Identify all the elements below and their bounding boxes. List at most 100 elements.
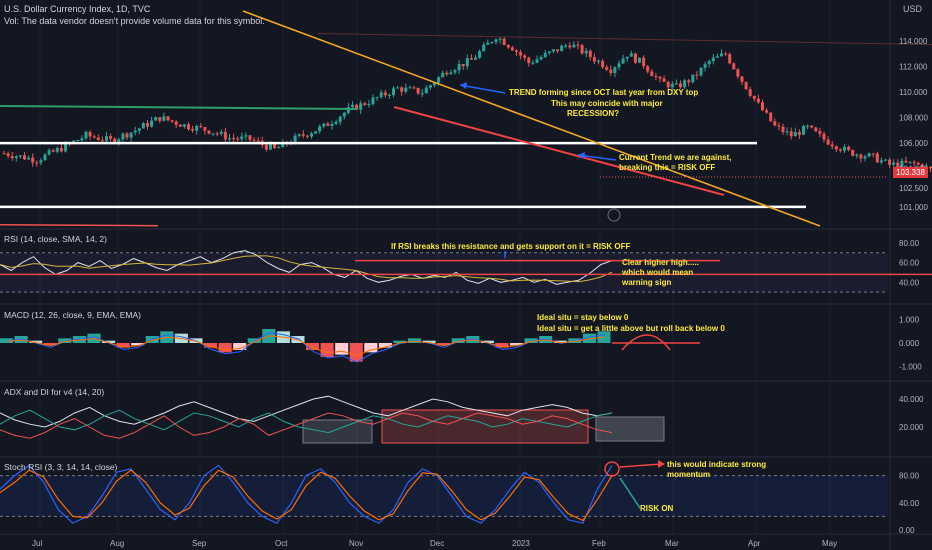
macd-histogram-bar xyxy=(131,343,145,346)
price-candle xyxy=(871,153,875,155)
macd-signal-line xyxy=(7,335,605,356)
macd-histogram-bar xyxy=(393,340,407,343)
price-candle xyxy=(486,42,490,45)
price-candle xyxy=(756,98,760,103)
price-candle xyxy=(182,124,186,127)
macd-histogram-bar xyxy=(349,343,363,362)
price-candle xyxy=(584,50,588,54)
annotation-recession-2: RECESSION? xyxy=(567,109,619,118)
price-candle xyxy=(609,69,613,73)
price-candle xyxy=(2,153,6,155)
price-candle xyxy=(732,63,736,70)
price-candle xyxy=(728,54,732,64)
price-tick-label: 101.000 xyxy=(899,203,928,212)
price-candle xyxy=(215,133,219,135)
macd-histogram-bar xyxy=(553,340,567,343)
price-candle xyxy=(621,58,625,64)
price-candle xyxy=(461,64,465,67)
price-candle xyxy=(551,49,555,52)
price-candle xyxy=(494,39,498,43)
x-tick-label: Nov xyxy=(349,539,363,548)
price-candle xyxy=(39,160,43,163)
price-candle xyxy=(269,144,272,150)
price-candle xyxy=(806,125,810,127)
price-candle xyxy=(592,57,596,62)
price-candle xyxy=(133,130,137,133)
price-candle xyxy=(736,69,740,77)
price-candle xyxy=(469,58,473,60)
red-stub-line xyxy=(0,223,159,227)
x-tick-label: Sep xyxy=(192,539,207,548)
trendline-orange xyxy=(242,10,821,227)
price-candle xyxy=(826,139,830,145)
price-candle xyxy=(96,137,100,141)
price-candle xyxy=(777,125,781,127)
price-candle xyxy=(814,127,818,132)
price-candle xyxy=(158,117,162,121)
price-candle xyxy=(162,116,166,121)
price-candle xyxy=(105,136,108,141)
x-tick-label: 2023 xyxy=(512,539,530,548)
macd-histogram-bar xyxy=(422,340,436,343)
price-candle xyxy=(519,51,523,56)
price-candle xyxy=(207,130,211,134)
price-tick-label: 110.000 xyxy=(899,88,928,97)
price-candle xyxy=(273,144,277,149)
arrow-current-head xyxy=(578,152,585,159)
price-candle xyxy=(810,125,814,128)
price-candle xyxy=(84,131,88,139)
adx-series-line xyxy=(0,409,613,434)
price-candle xyxy=(154,117,158,121)
price-candle xyxy=(203,127,207,131)
price-candle xyxy=(707,61,711,65)
adx-box-grey-1 xyxy=(302,419,373,444)
price-candle xyxy=(785,131,789,133)
stoch-series-line xyxy=(0,464,613,524)
price-candle xyxy=(43,154,47,161)
price-candle xyxy=(355,104,359,110)
price-candle xyxy=(580,45,584,54)
price-candle xyxy=(588,50,592,58)
macd-histogram-bar xyxy=(204,343,218,348)
price-candle xyxy=(830,144,834,147)
price-candle xyxy=(396,87,400,89)
price-candle xyxy=(539,57,543,60)
price-candle xyxy=(838,149,842,151)
macd-tick-label: -1.000 xyxy=(899,362,922,371)
trendline-red xyxy=(393,106,725,196)
price-candle xyxy=(240,136,244,140)
price-candle xyxy=(535,59,539,63)
price-candle xyxy=(51,150,55,152)
price-candle xyxy=(867,153,871,157)
price-candle xyxy=(137,128,141,131)
price-candle xyxy=(875,153,879,163)
price-candle xyxy=(64,143,67,152)
price-candle xyxy=(531,62,535,64)
macd-histogram-bar xyxy=(247,338,261,343)
macd-histogram-bar xyxy=(306,343,320,350)
price-candle xyxy=(166,116,170,121)
price-candle xyxy=(711,57,715,62)
price-candle xyxy=(662,78,666,82)
price-candle xyxy=(31,157,35,163)
annotation-rsi-resistance: If RSI breaks this resistance and gets s… xyxy=(391,242,630,251)
stoch-tick-label: 80.00 xyxy=(899,472,920,481)
macd-histogram-bar xyxy=(58,338,72,343)
price-candle xyxy=(129,132,133,138)
price-candle xyxy=(100,140,104,142)
macd-histogram-bar xyxy=(378,343,392,348)
price-candle xyxy=(379,92,383,98)
price-candle xyxy=(744,81,748,90)
x-tick-label: Feb xyxy=(592,539,606,548)
adx-title: ADX and DI for v4 (14, 20) xyxy=(4,387,104,397)
price-candle xyxy=(765,110,769,113)
price-candle xyxy=(818,131,822,134)
price-candle xyxy=(441,72,445,78)
price-candle xyxy=(687,80,691,83)
price-candle xyxy=(510,47,514,51)
price-candle xyxy=(912,161,916,163)
macd-tick-label: 0.000 xyxy=(899,339,920,348)
annotation-trend: TREND forming since OCT last year from D… xyxy=(509,88,698,97)
price-candle xyxy=(929,166,932,169)
